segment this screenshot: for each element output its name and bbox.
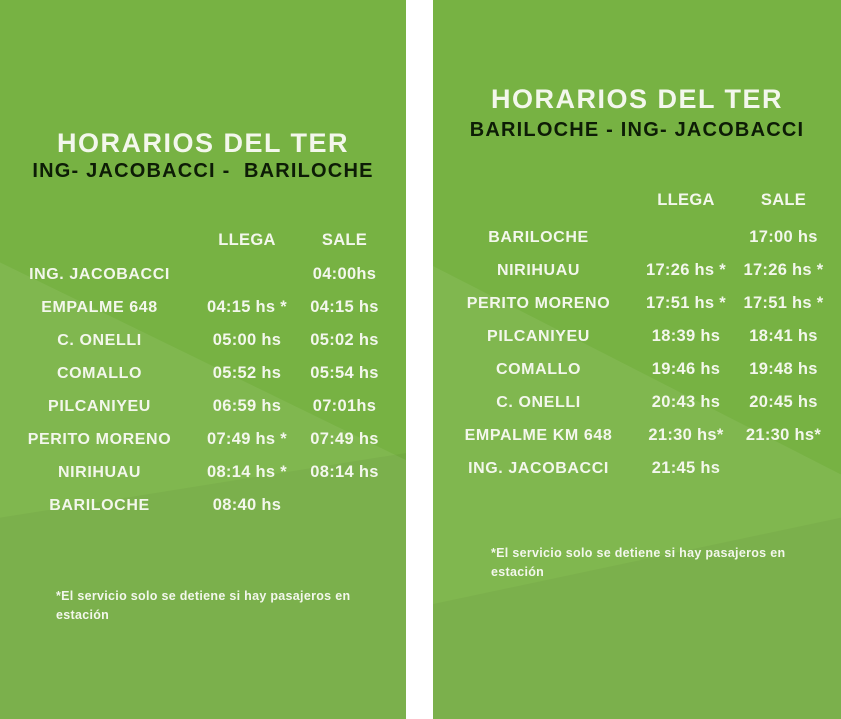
panel-title: HORARIOS DEL TER: [56, 128, 350, 158]
llega-cell: 17:26 hs *: [645, 261, 727, 279]
panel-title: HORARIOS DEL TER: [490, 84, 784, 114]
column-headers: LLEGA SALE: [2, 230, 406, 250]
llega-cell: 06:59 hs: [212, 397, 282, 415]
schedule-row: ING. JACOBACCI 21:45 hs: [441, 452, 841, 485]
station-cell: BARILOCHE: [488, 228, 589, 246]
sale-cell: 07:49 hs: [310, 430, 379, 448]
llega-cell: 08:40 hs: [212, 496, 282, 514]
schedule-row: C. ONELLI 20:43 hs 20:45 hs: [441, 386, 841, 419]
service-footnote: *El servicio solo se detiene si hay pasa…: [56, 589, 351, 623]
station-cell: PERITO MORENO: [466, 294, 611, 312]
sale-cell: 17:51 hs *: [743, 294, 824, 312]
llega-cell: 08:14 hs *: [206, 463, 288, 481]
service-footnote: *El servicio solo se detiene si hay pasa…: [491, 546, 786, 580]
sale-cell: 04:15 hs: [310, 298, 379, 316]
station-cell: EMPALME 648: [41, 298, 158, 316]
station-cell: PILCANIYEU: [48, 397, 151, 415]
schedule-row: NIRIHUAU 17:26 hs * 17:26 hs *: [441, 254, 841, 287]
column-header-sale: SALE: [760, 190, 807, 209]
schedule-panel-bariloche-to-jacobacci: HORARIOS DEL TER BARILOCHE - ING- JACOBA…: [433, 0, 841, 719]
schedule-row: PILCANIYEU 06:59 hs 07:01hs: [2, 390, 406, 423]
schedule-row: PERITO MORENO 07:49 hs * 07:49 hs: [2, 423, 406, 456]
sale-cell: 17:26 hs *: [743, 261, 824, 279]
station-cell: PILCANIYEU: [487, 327, 590, 345]
station-cell: BARILOCHE: [49, 496, 150, 514]
station-cell: PERITO MORENO: [27, 430, 172, 448]
schedule-row: COMALLO 05:52 hs 05:54 hs: [2, 357, 406, 390]
station-cell: NIRIHUAU: [57, 463, 142, 481]
station-cell: C. ONELLI: [57, 331, 142, 349]
llega-cell: 05:00 hs: [212, 331, 282, 349]
sale-cell: 08:14 hs: [310, 463, 379, 481]
column-header-llega: LLEGA: [657, 190, 715, 209]
llega-cell: 07:49 hs *: [206, 430, 288, 448]
schedule-row: NIRIHUAU 08:14 hs * 08:14 hs: [2, 456, 406, 489]
sale-cell: 17:00 hs: [749, 228, 818, 246]
sale-cell: 19:48 hs: [749, 360, 818, 378]
schedule-row: PERITO MORENO 17:51 hs * 17:51 hs *: [441, 287, 841, 320]
sale-cell: 07:01hs: [312, 397, 377, 415]
station-cell: COMALLO: [56, 364, 143, 382]
station-cell: C. ONELLI: [496, 393, 581, 411]
llega-cell: 19:46 hs: [651, 360, 721, 378]
station-cell: COMALLO: [495, 360, 582, 378]
sale-cell: 18:41 hs: [749, 327, 818, 345]
schedule-panel-jacobacci-to-bariloche: HORARIOS DEL TER ING- JACOBACCI - BARILO…: [0, 0, 406, 719]
schedule-row: BARILOCHE 17:00 hs: [441, 221, 841, 254]
schedule-row: EMPALME KM 648 21:30 hs* 21:30 hs*: [441, 419, 841, 452]
station-cell: EMPALME KM 648: [464, 426, 613, 444]
llega-cell: 21:45 hs: [651, 459, 721, 477]
llega-cell: 21:30 hs*: [648, 426, 724, 444]
schedule-rows: BARILOCHE 17:00 hs NIRIHUAU 17:26 hs * 17:26…: [433, 221, 841, 485]
schedule-rows: ING. JACOBACCI 04:00hs EMPALME 648 04:15 hs…: [0, 258, 406, 522]
sale-cell: 21:30 hs*: [745, 426, 822, 444]
column-header-llega: LLEGA: [218, 230, 276, 249]
panel-route-subtitle: BARILOCHE - ING- JACOBACCI: [469, 119, 805, 141]
panel-route-subtitle: ING- JACOBACCI - BARILOCHE: [32, 160, 374, 182]
llega-cell: 18:39 hs: [651, 327, 721, 345]
schedule-row: ING. JACOBACCI 04:00hs: [2, 258, 406, 291]
sale-cell: 05:02 hs: [310, 331, 379, 349]
schedule-row: COMALLO 19:46 hs 19:48 hs: [441, 353, 841, 386]
sale-cell: 05:54 hs: [310, 364, 379, 382]
llega-cell: 05:52 hs: [212, 364, 282, 382]
station-cell: ING. JACOBACCI: [468, 459, 609, 477]
llega-cell: 17:51 hs *: [645, 294, 727, 312]
llega-cell: 20:43 hs: [651, 393, 721, 411]
sale-cell: 20:45 hs: [749, 393, 818, 411]
schedule-row: EMPALME 648 04:15 hs * 04:15 hs: [2, 291, 406, 324]
schedule-row: C. ONELLI 05:00 hs 05:02 hs: [2, 324, 406, 357]
schedule-row: BARILOCHE 08:40 hs: [2, 489, 406, 522]
llega-cell: 04:15 hs *: [206, 298, 288, 316]
column-headers: LLEGA SALE: [441, 190, 841, 210]
sale-cell: 04:00hs: [312, 265, 377, 283]
column-header-sale: SALE: [321, 230, 368, 249]
schedule-row: PILCANIYEU 18:39 hs 18:41 hs: [441, 320, 841, 353]
station-cell: NIRIHUAU: [496, 261, 581, 279]
station-cell: ING. JACOBACCI: [29, 265, 170, 283]
